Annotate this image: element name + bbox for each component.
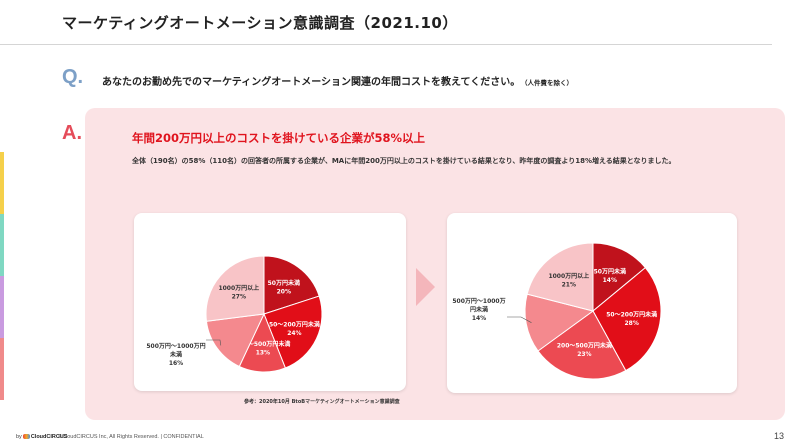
question-text: あなたのお勤め先でのマーケティングオートメーション関連の年間コストを教えてくださ… [102, 73, 573, 88]
pie-slice-500-1000 [205, 313, 265, 368]
chart-card-2020: 50万円未満 20% 50～200万円未満 24% 200～500万円未満 13% 500万… [134, 213, 406, 391]
pie-slice-500-1000 [524, 293, 595, 352]
page-title: マーケティングオートメーション意識調査（2021.10） [62, 14, 458, 32]
slice-label-200-500: 13% [256, 349, 270, 356]
chart-card-2021: 50万円未満 14% 50～200万円未満 28% 200～500万円未満 23% 500万… [447, 213, 737, 393]
answer-mark-label: A. [62, 122, 82, 144]
side-strip-red [0, 338, 4, 400]
pie-slice-under-50 [592, 242, 647, 313]
slice-label-50-200: 28% [625, 320, 639, 327]
side-strip-teal [0, 214, 4, 276]
title-divider [0, 44, 772, 45]
slice-label-200-500: 200～500万円未満 [235, 340, 290, 348]
side-strip-purple [0, 276, 4, 338]
slice-label-under-50: 20% [277, 289, 291, 296]
source-note: 参考：2020年10月 BtoBマーケティングオートメーション意識調査 [244, 399, 400, 405]
chart-tab-2021: 全体（n=190） [484, 220, 546, 229]
slice-label-over-1000: 21% [562, 282, 576, 289]
slice-label-50-200: 50～200万円未満 [606, 311, 657, 319]
slice-label-500-1000: 円未満 [470, 306, 488, 314]
question-body: あなたのお勤め先でのマーケティングオートメーション関連の年間コストを教えてくださ… [102, 77, 521, 88]
slice-label-over-1000: 1000万円以上 [218, 284, 259, 292]
answer-headline: 年間200万円以上のコストを掛けている企業が58%以上 [132, 131, 426, 145]
footer-by: by [16, 434, 22, 440]
answer-summary: 全体（190名）の58%（110名）の回答者の所属する企業が、MAに年間200万… [132, 157, 676, 165]
slice-label-200-500: 23% [577, 351, 591, 358]
slice-label-200-500: 200～500万円未満 [557, 342, 612, 350]
slice-label-50-200: 24% [287, 330, 301, 337]
cloudcircus-logo-icon [22, 434, 30, 440]
slice-label-50-200: 50～200万円未満 [269, 321, 320, 329]
pie-slice-200-500 [537, 310, 627, 380]
slice-label-500-1000: 14% [472, 315, 486, 322]
pie-slice-50-200 [592, 266, 662, 372]
chart-tab-2020: 全体（n=210） [171, 220, 233, 229]
footer-logo: by CloudCIRCUS [16, 434, 67, 440]
slice-label-over-1000: 27% [232, 294, 246, 301]
slice-label-under-50: 50万円未満 [594, 268, 626, 276]
pie-chart-2021: 50万円未満14%50～200万円未満28%200～500万円未満23%500万… [452, 242, 662, 380]
side-strip-yellow [0, 152, 4, 214]
callout-line-500-1000 [507, 316, 532, 323]
footer-copyright: ©CloudCIRCUS Inc, All Rights Reserved. |… [58, 434, 204, 440]
slice-label-under-50: 14% [603, 277, 617, 284]
footer-brand: CloudCIRCUS [30, 434, 68, 440]
comparison-arrow [416, 268, 435, 306]
slice-label-500-1000: 500万円～1000万円 [146, 343, 205, 350]
slice-label-500-1000: 16% [169, 360, 183, 367]
pie-slice-over-1000 [526, 242, 594, 312]
slice-label-under-50: 50万円未満 [268, 279, 300, 287]
question-mark-label: Q. [62, 66, 84, 88]
pie-slice-under-50 [263, 255, 320, 315]
question-note: （人件費を除く） [524, 79, 573, 87]
callout-line-500-1000 [206, 339, 222, 346]
slice-label-500-1000: 500万円～1000万 [452, 298, 505, 305]
slice-label-over-1000: 1000万円以上 [548, 272, 589, 280]
page-number: 13 [774, 431, 785, 441]
slice-label-500-1000: 未満 [170, 351, 182, 359]
pie-slice-over-1000 [205, 255, 265, 322]
